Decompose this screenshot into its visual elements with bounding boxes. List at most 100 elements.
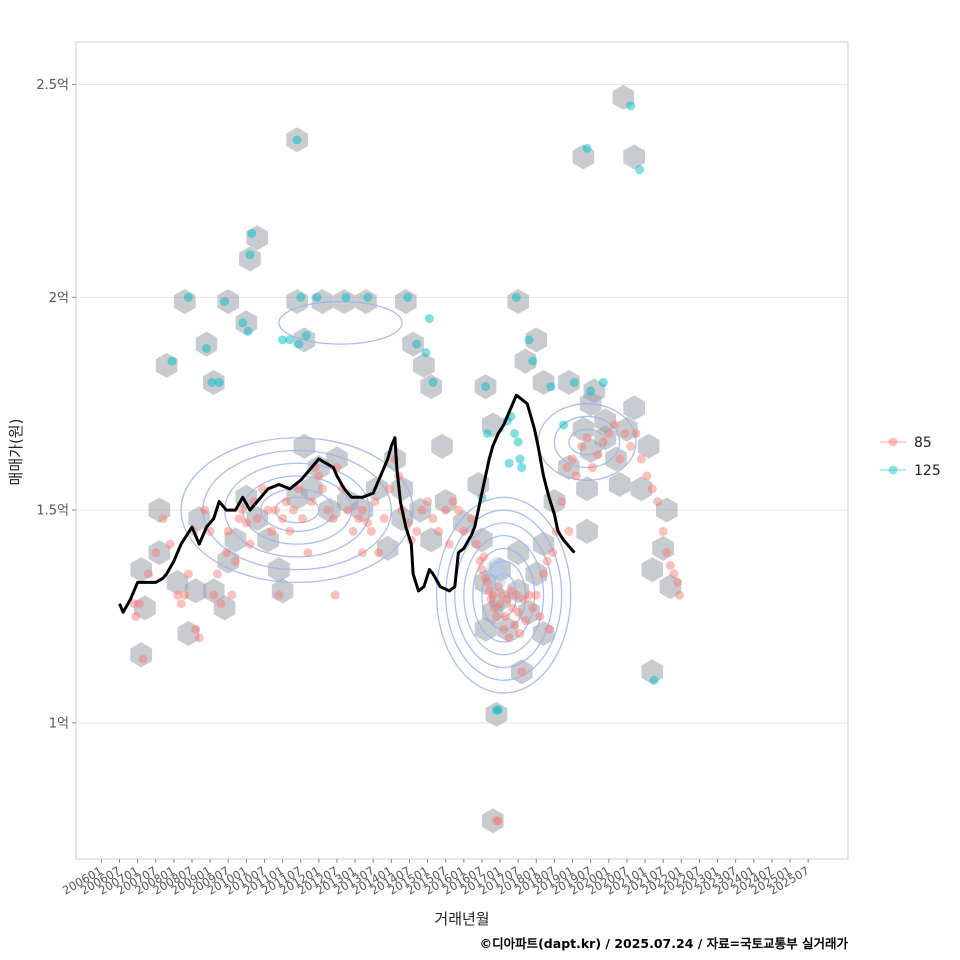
contour-1-1 [260,488,334,532]
point-85-77 [477,565,487,575]
point-85-91 [502,594,512,604]
point-85-139 [357,548,367,558]
point-125-8 [245,250,255,260]
point-85-24 [234,514,244,524]
hexbin-53 [616,416,638,442]
point-85-18 [212,569,222,579]
point-85-39 [294,484,304,494]
hexbin-15 [268,557,290,583]
point-85-114 [571,471,581,481]
point-85-32 [267,526,277,536]
point-125-28 [504,458,514,468]
point-125-14 [296,292,306,302]
point-85-84 [490,603,500,613]
point-85-76 [475,556,485,566]
point-85-123 [620,428,630,438]
point-85-88 [497,590,507,600]
point-85-38 [288,505,298,515]
point-85-1 [131,611,141,621]
point-85-70 [441,505,451,515]
contour-1-5 [180,437,414,584]
hexbin-84 [507,289,529,315]
hexbin-22 [351,497,374,523]
point-85-129 [653,497,663,507]
point-85-37 [285,526,295,536]
point-85-69 [433,526,443,536]
point-125-44 [635,165,645,175]
hexbin-16 [271,578,294,604]
hexbin-61 [659,574,682,600]
point-85-50 [343,505,353,515]
plot-frame [75,41,849,860]
point-125-41 [586,386,596,396]
point-85-119 [598,437,608,447]
point-85-10 [180,590,190,600]
hexbin-13 [224,527,247,553]
point-85-31 [263,505,273,515]
hexbin-8 [188,506,211,532]
contour-0-6 [435,496,572,694]
point-85-41 [303,548,313,558]
point-85-19 [216,599,226,609]
hexbin-88 [558,369,580,395]
point-85-65 [412,526,422,536]
trend-line-layer [118,393,576,614]
point-85-131 [662,548,672,558]
point-85-9 [176,599,186,609]
point-125-40 [582,143,592,153]
hexbin-64 [155,352,178,378]
legend-key-85 [888,437,898,447]
hexbin-65 [173,289,196,315]
contour-2-1 [553,415,621,469]
y-tick-label-1: 1.5억 [36,504,69,519]
hexbin-96 [576,518,598,544]
point-85-46 [323,505,333,515]
point-85-80 [482,577,492,587]
point-85-137 [493,816,503,826]
point-85-58 [379,514,389,524]
point-125-39 [569,377,579,387]
hexbin-71 [246,225,268,251]
point-85-2 [134,599,144,609]
hexbin-5 [166,569,189,595]
legend-label-125: 125 [914,463,941,479]
contour-3-0 [278,300,403,345]
point-125-20 [412,339,422,349]
point-125-15 [301,331,311,341]
point-85-87 [495,599,505,609]
point-85-107 [542,556,552,566]
point-85-96 [511,590,521,600]
point-85-75 [471,539,481,549]
point-85-121 [609,420,619,430]
point-85-108 [544,624,554,634]
point-85-71 [448,497,458,507]
contour-1-2 [242,475,353,545]
contour-0-5 [445,509,563,681]
point-125-33 [515,454,525,464]
point-85-118 [593,450,603,460]
point-85-99 [517,667,527,677]
point-85-20 [221,548,231,558]
point-85-104 [531,590,541,600]
hexbin-0 [130,557,153,583]
source-caption: ©디아파트(dapt.kr) / 2025.07.24 / 자료=국토교통부 실… [480,936,849,951]
point-85-116 [582,433,592,443]
point-125-9 [247,228,257,238]
point-85-59 [385,484,395,494]
x-tick-labels: 2006012006072007012007072008012008072009… [60,859,812,898]
point-125-3 [207,377,217,387]
point-125-22 [424,314,434,324]
hexbin-52 [605,446,627,472]
point-85-73 [459,526,469,536]
contour-0-2 [472,547,536,643]
point-85-6 [158,514,168,524]
point-125-19 [403,292,413,302]
point-125-6 [238,318,248,328]
point-85-3 [138,654,148,664]
hexbin-9 [202,578,225,604]
hexbin-60 [652,535,674,561]
hexbin-43 [532,621,555,646]
point-85-85 [491,611,501,621]
point-85-8 [172,590,182,600]
hexbin-54 [623,395,645,421]
